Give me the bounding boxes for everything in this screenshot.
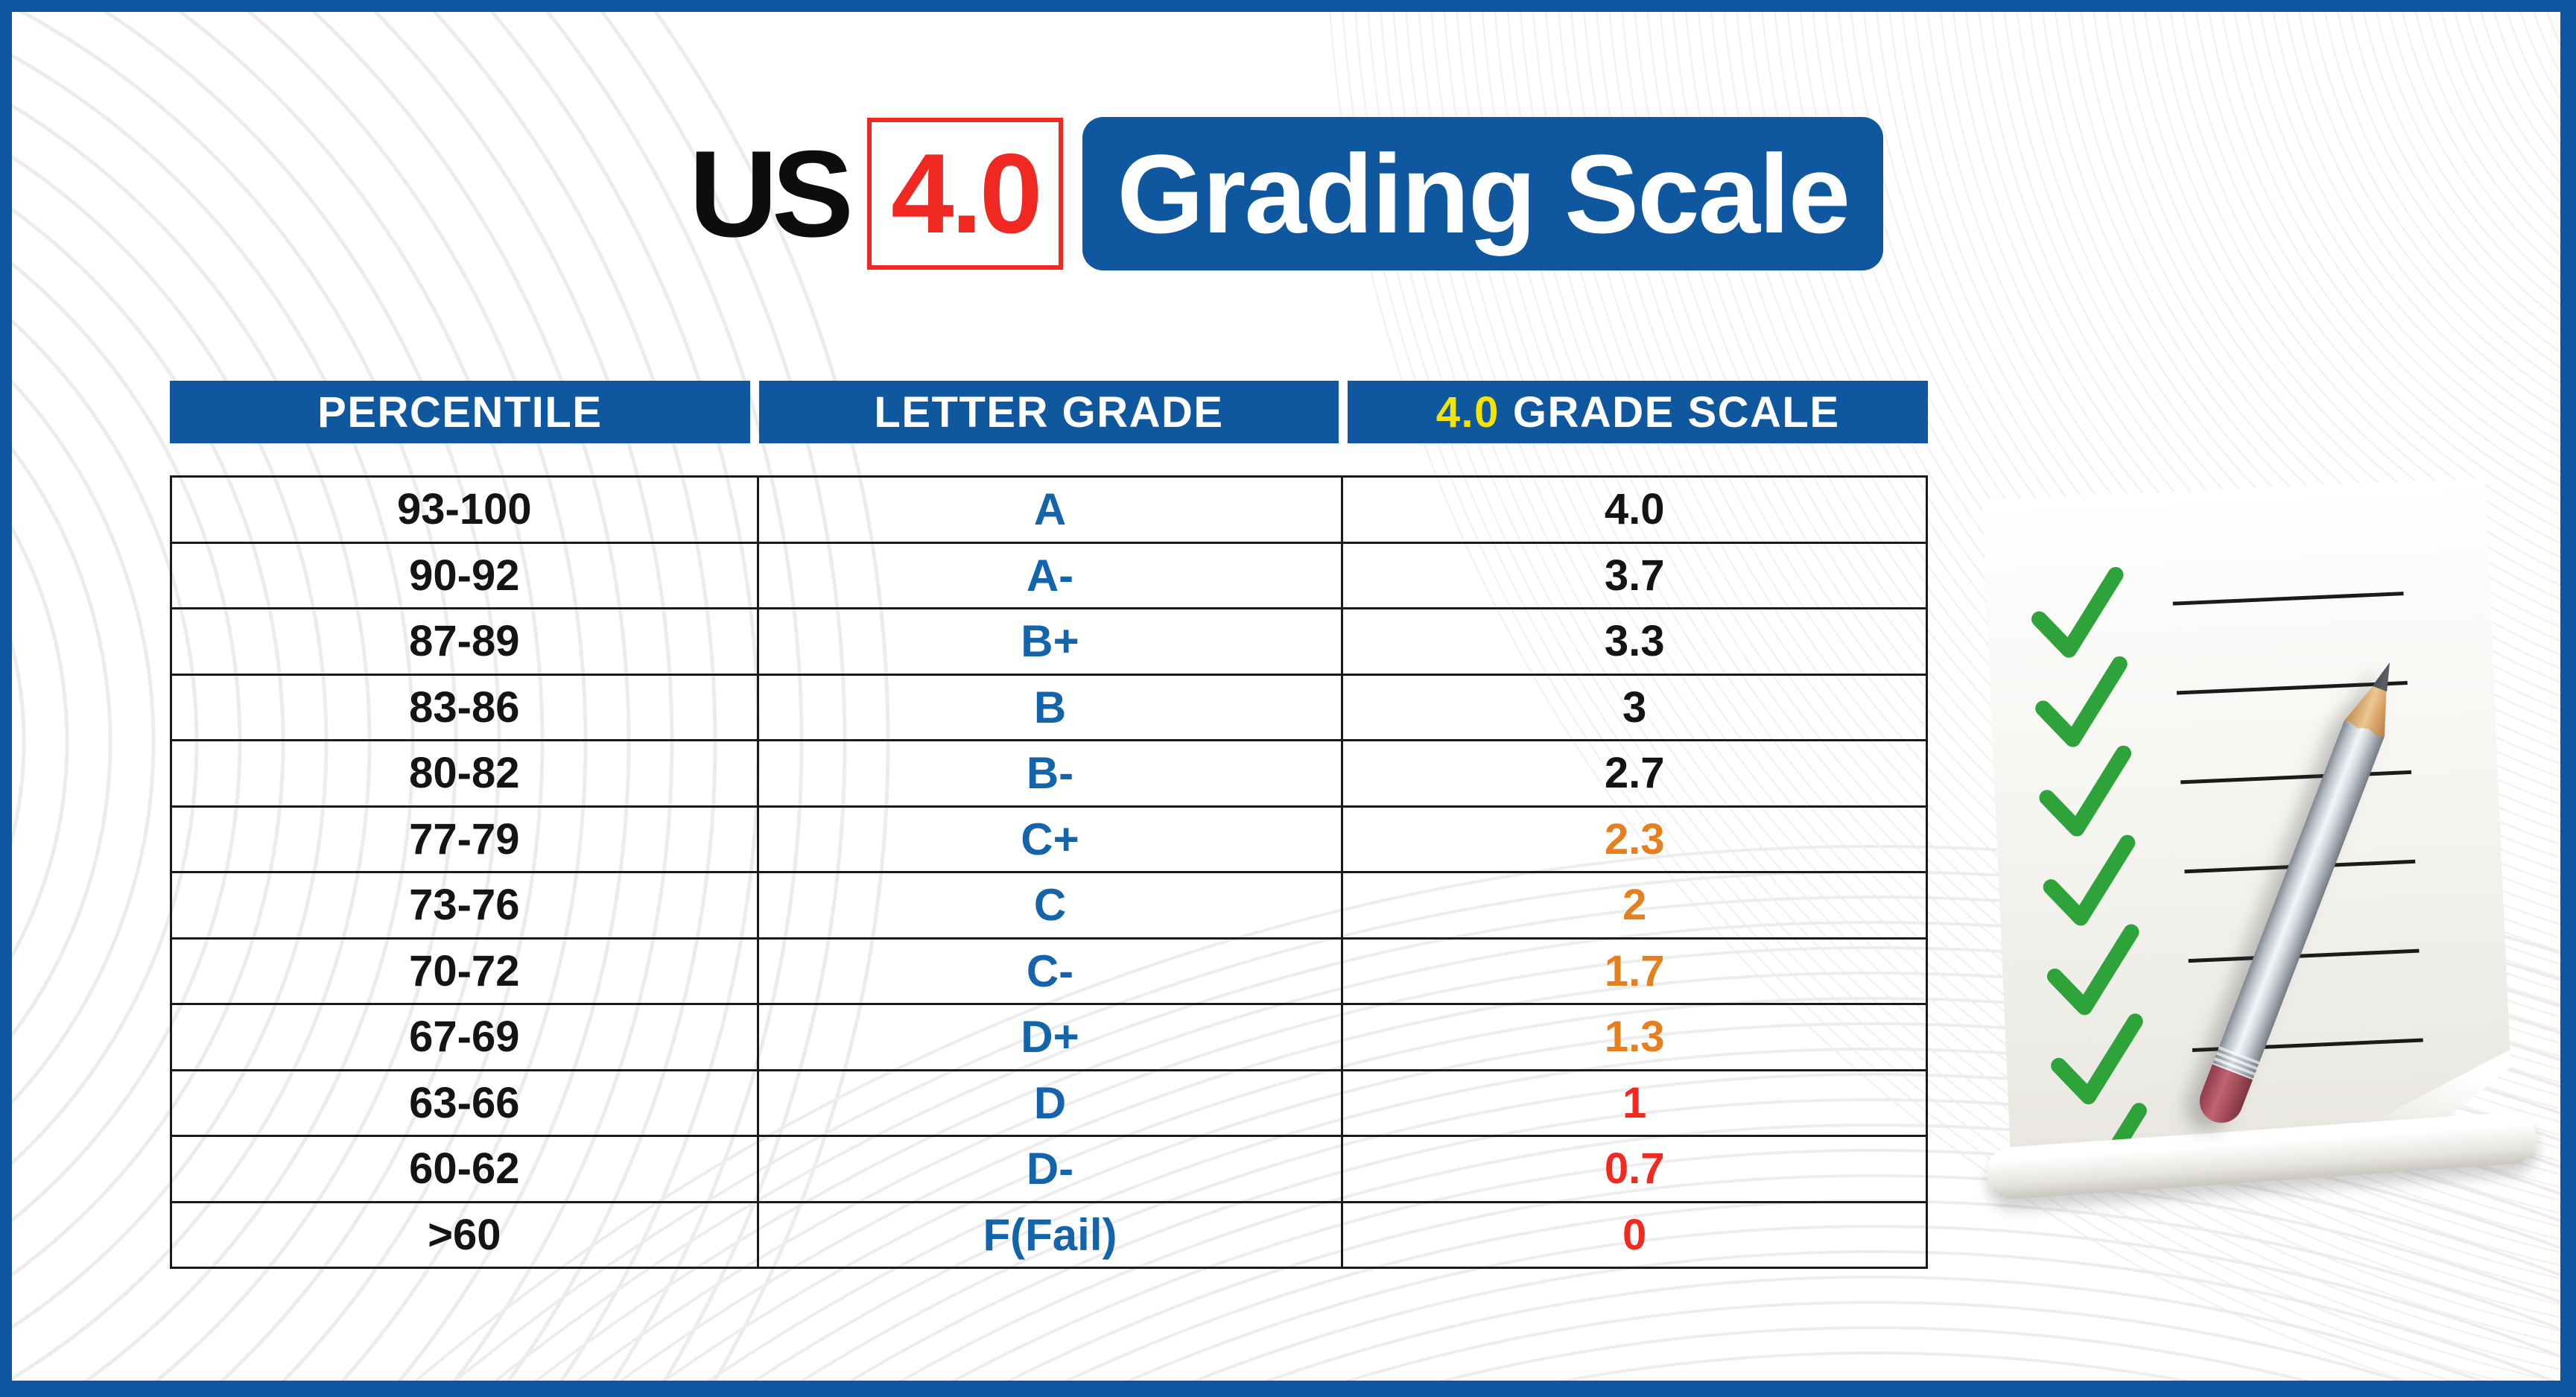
title-pill-text: Grading Scale — [1082, 117, 1884, 270]
checkmark-icon — [2053, 932, 2134, 1008]
percentile-cell: 83-86 — [409, 682, 520, 732]
letter-grade-cell: A — [756, 478, 1342, 542]
header-grade-scale-label: GRADE SCALE — [1512, 387, 1840, 437]
grade-scale-cell: 0.7 — [1341, 1137, 1926, 1201]
table-row: 90-92 A- 3.7 — [172, 543, 1926, 609]
table-row: 93-100 A 4.0 — [172, 478, 1926, 544]
percentile-cell: 87-89 — [409, 617, 520, 666]
header-grade-scale-prefix: 4.0 — [1435, 387, 1500, 437]
grade-scale-cell: 1.7 — [1341, 939, 1926, 1003]
grade-scale-cell: 3.7 — [1341, 543, 1926, 607]
header-grade-scale: 4.0 GRADE SCALE — [1348, 381, 1928, 443]
grade-scale-cell: 3 — [1341, 675, 1926, 739]
table-row: 60-62 D- 0.7 — [172, 1137, 1926, 1203]
grade-scale-cell: 2.7 — [1341, 741, 1926, 805]
blank-line — [2173, 594, 2404, 604]
percentile-cell: 70-72 — [409, 946, 520, 995]
table-row: 73-76 C 2 — [172, 873, 1926, 940]
checkmark-icon — [2049, 843, 2131, 919]
letter-grade-cell: B+ — [756, 609, 1342, 674]
poster-canvas: US 4.0 Grading Scale PERCENTILE LETTER G… — [12, 12, 2560, 1381]
table-row: 67-69 D+ 1.3 — [172, 1005, 1926, 1071]
letter-grade-cell: B- — [756, 741, 1342, 805]
grade-scale-cell: 3.3 — [1341, 609, 1926, 674]
percentile-cell: 63-66 — [409, 1078, 520, 1127]
percentile-cell: 67-69 — [409, 1013, 520, 1062]
checkmark-icon — [2037, 574, 2119, 650]
percentile-cell: 90-92 — [409, 551, 520, 600]
table-header-row: PERCENTILE LETTER GRADE 4.0 GRADE SCALE — [170, 381, 1928, 443]
grade-scale-cell: 0 — [1341, 1203, 1926, 1267]
letter-grade-cell: C+ — [756, 807, 1342, 871]
letter-grade-cell: D — [756, 1071, 1342, 1135]
percentile-cell: 73-76 — [409, 881, 520, 930]
letter-grade-cell: A- — [756, 543, 1342, 607]
title-us-text: US — [688, 124, 854, 262]
percentile-cell: >60 — [428, 1210, 501, 1259]
page-title: US 4.0 Grading Scale — [12, 115, 2560, 273]
grade-scale-cell: 4.0 — [1341, 478, 1926, 542]
percentile-cell: 80-82 — [409, 749, 520, 798]
grades-table-body: 93-100 A 4.0 90-92 A- 3.7 87-89 B+ 3.3 8… — [170, 475, 1928, 1269]
checkmark-icon — [2057, 1021, 2138, 1097]
grade-scale-cell: 2 — [1341, 873, 1926, 937]
letter-grade-cell: D+ — [756, 1005, 1342, 1069]
letter-grade-cell: D- — [756, 1137, 1342, 1201]
percentile-cell: 77-79 — [409, 814, 520, 864]
letter-grade-cell: C — [756, 873, 1342, 937]
letter-grade-cell: B — [756, 675, 1342, 739]
table-row: 83-86 B 3 — [172, 675, 1926, 741]
grade-scale-cell: 2.3 — [1341, 807, 1926, 871]
letter-grade-cell: C- — [756, 939, 1342, 1003]
table-row: 87-89 B+ 3.3 — [172, 609, 1926, 676]
percentile-cell: 93-100 — [397, 485, 532, 534]
checkmark-icon — [2046, 753, 2127, 829]
blank-line — [2180, 772, 2411, 782]
grade-scale-cell: 1.3 — [1341, 1005, 1926, 1069]
blank-line — [2189, 951, 2420, 961]
header-percentile: PERCENTILE — [170, 381, 750, 443]
table-row: 77-79 C+ 2.3 — [172, 807, 1926, 873]
header-letter-grade: LETTER GRADE — [758, 381, 1339, 443]
table-row: >60 F(Fail) 0 — [172, 1203, 1926, 1267]
table-row: 70-72 C- 1.7 — [172, 939, 1926, 1005]
table-row: 63-66 D 1 — [172, 1071, 1926, 1137]
grade-scale-cell: 1 — [1341, 1071, 1926, 1135]
letter-grade-cell: F(Fail) — [756, 1203, 1342, 1267]
title-gpa-badge: 4.0 — [867, 118, 1064, 270]
table-row: 80-82 B- 2.7 — [172, 741, 1926, 808]
checkmark-icon — [2041, 664, 2122, 740]
percentile-cell: 60-62 — [409, 1144, 520, 1194]
